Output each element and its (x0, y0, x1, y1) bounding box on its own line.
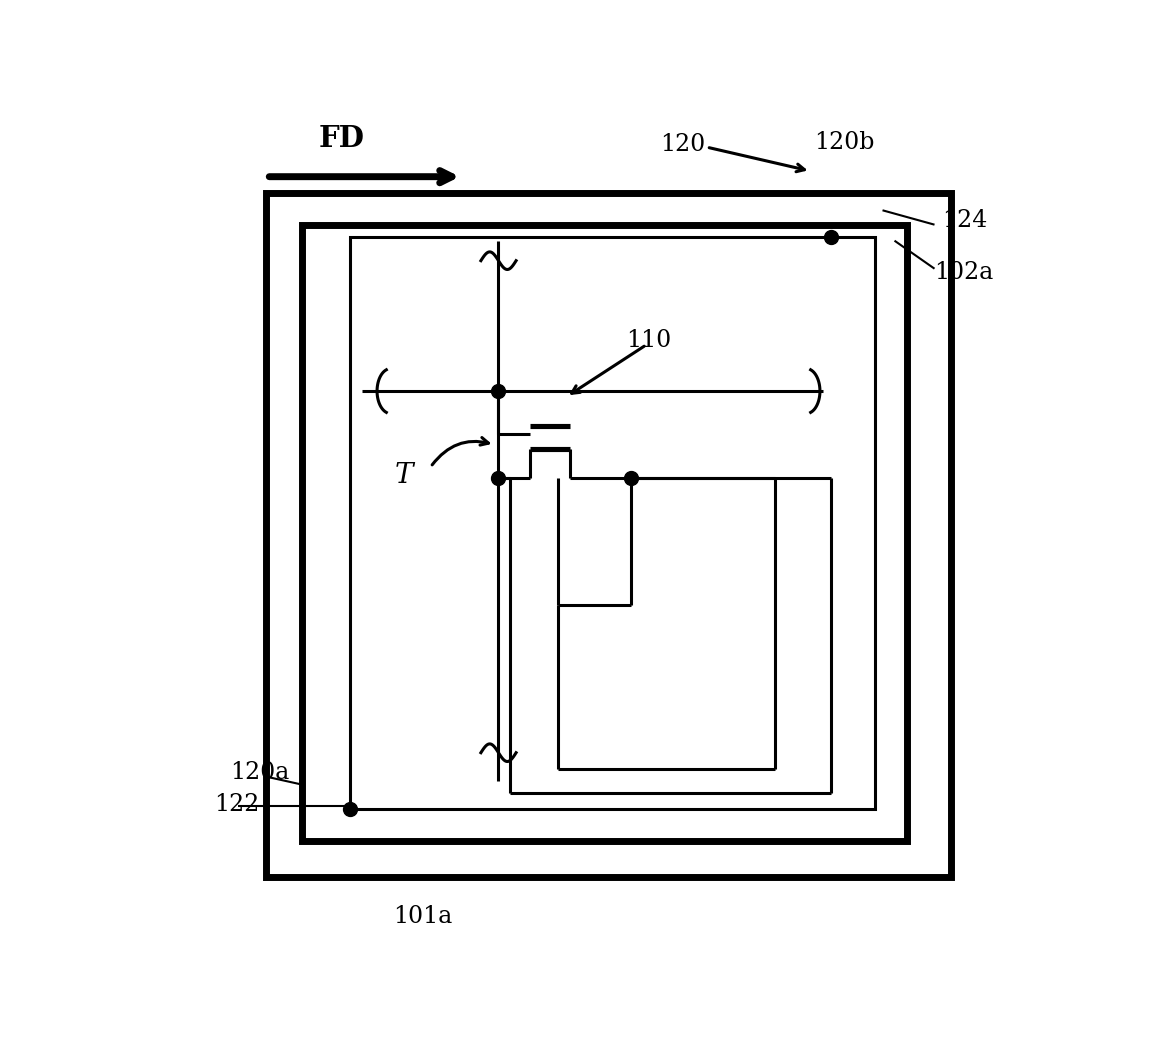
Text: 120: 120 (660, 133, 705, 156)
Bar (267, 192, 950, 877)
Text: 120b: 120b (814, 131, 875, 154)
Text: FD: FD (319, 124, 364, 153)
Text: 110: 110 (626, 329, 672, 352)
Text: T: T (394, 461, 413, 488)
Point (341, 800, 360, 817)
Text: 124: 124 (943, 209, 988, 232)
Bar (303, 224, 906, 841)
Point (821, 229, 840, 245)
Point (622, 470, 640, 486)
Point (490, 382, 508, 399)
Text: 102a: 102a (935, 261, 994, 285)
Text: 122: 122 (213, 793, 259, 817)
Bar (350, 237, 875, 808)
Point (490, 470, 508, 486)
Text: 101a: 101a (393, 905, 452, 928)
Text: 120a: 120a (231, 762, 290, 784)
